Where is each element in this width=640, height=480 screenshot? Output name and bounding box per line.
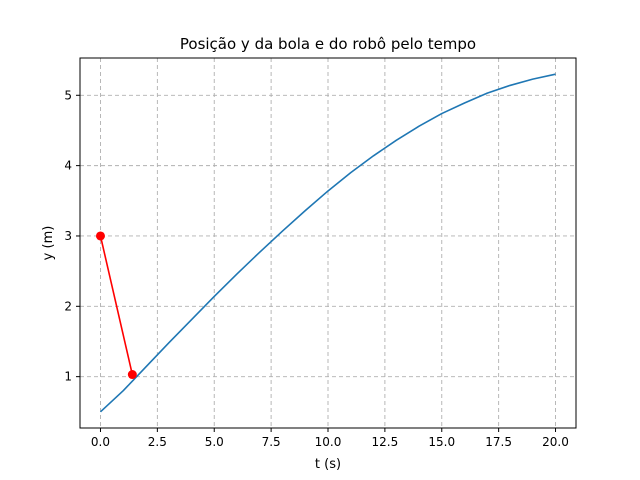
x-tick-label: 15.0 <box>428 435 455 449</box>
x-tick-label: 17.5 <box>485 435 512 449</box>
chart-title: Posição y da bola e do robô pelo tempo <box>180 35 476 53</box>
series-line-0 <box>99 73 556 413</box>
x-tick-label: 2.5 <box>148 435 167 449</box>
x-tick-label: 5.0 <box>205 435 224 449</box>
y-tick-label: 3 <box>64 229 72 243</box>
series-point-1 <box>95 231 105 241</box>
series-point-1 <box>127 370 137 380</box>
x-tick-label: 20.0 <box>542 435 569 449</box>
x-tick-label: 7.5 <box>262 435 281 449</box>
x-tick-label: 12.5 <box>372 435 399 449</box>
y-tick-label: 5 <box>64 88 72 102</box>
tick-layer: 0.0 2.5 5.0 7.5 10.0 12.5 15.0 17.5 20.0 1 2 3 4 5 <box>64 88 569 449</box>
x-tick-label: 10.0 <box>315 435 342 449</box>
y-tick-label: 1 <box>64 370 72 384</box>
y-tick-label: 4 <box>64 159 72 173</box>
grid-layer <box>80 58 576 428</box>
y-tick-label: 2 <box>64 299 72 313</box>
series-line-1 <box>99 235 134 375</box>
series-layer <box>95 73 556 413</box>
y-axis-label: y (m) <box>41 226 56 261</box>
x-tick-label: 0.0 <box>91 435 110 449</box>
x-axis-label: t (s) <box>315 457 341 472</box>
